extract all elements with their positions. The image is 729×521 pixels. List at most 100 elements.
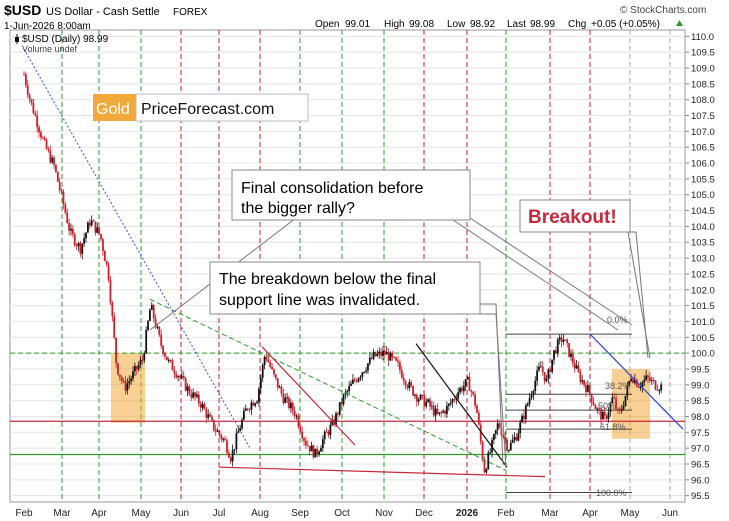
exchange-label: FOREX <box>173 7 208 18</box>
callout2-line2: support line was invalidated. <box>219 292 420 309</box>
symbol-name: US Dollar - Cash Settle <box>46 6 160 18</box>
candle-body <box>406 385 409 389</box>
candle-body <box>440 412 443 414</box>
candle-body <box>41 137 44 139</box>
candle-body <box>462 386 465 392</box>
candle-body <box>267 359 270 363</box>
candle-body <box>295 415 298 417</box>
x-tick-label: Jul <box>213 508 226 519</box>
candle-body <box>26 85 29 95</box>
candle-body <box>632 378 634 383</box>
candle-body <box>118 374 121 378</box>
breakout-label: Breakout! <box>528 207 617 228</box>
x-tick-label: Apr <box>91 508 107 519</box>
candle-body <box>103 251 106 261</box>
candle-body <box>423 395 426 407</box>
candle-body <box>321 439 324 449</box>
candle-body <box>650 379 653 382</box>
candle-body <box>145 330 148 354</box>
candle-body <box>652 379 655 381</box>
candle-body <box>115 337 117 364</box>
candle-body <box>468 376 471 391</box>
candle-body <box>252 402 255 406</box>
candle-body <box>586 385 589 393</box>
candle-body <box>521 415 523 423</box>
candle-body <box>220 434 223 440</box>
candle-body <box>209 414 211 417</box>
candle-body <box>49 150 52 163</box>
candle-body <box>68 223 71 231</box>
candle-body <box>408 382 411 389</box>
candle-body <box>139 359 142 366</box>
candle-body <box>506 439 508 451</box>
fib-50-label: 50% <box>598 401 616 411</box>
candle-body <box>628 380 631 386</box>
last-label: Last <box>507 19 526 30</box>
candle-body <box>62 191 65 205</box>
candle-body <box>397 360 399 363</box>
callout1-line2: the bigger rally? <box>241 200 355 217</box>
chg-label: Chg <box>568 19 586 30</box>
candle-body <box>58 181 61 190</box>
callout-breakdown-invalidated: The breakdown below the final support li… <box>209 261 507 469</box>
candle-body <box>515 437 518 441</box>
candle-body <box>278 386 281 388</box>
candle-body <box>141 359 144 361</box>
candle-body <box>124 381 127 391</box>
candle-body <box>246 408 249 410</box>
candle-body <box>438 412 441 414</box>
candle-body <box>504 436 507 440</box>
fib-38-label: 38.2% <box>605 381 631 391</box>
candle-body <box>624 395 627 406</box>
candle-body <box>87 222 89 233</box>
candle-body <box>556 339 559 353</box>
candle-body <box>562 339 565 342</box>
high-label: High <box>384 19 405 30</box>
candle-body <box>654 380 657 390</box>
candle-body <box>374 351 377 357</box>
candle-body <box>197 394 200 404</box>
last-value: 98.99 <box>530 19 555 30</box>
y-tick-label: 110.0 <box>691 32 714 43</box>
candle-body <box>156 326 159 328</box>
candle-body <box>391 352 394 357</box>
candle-body <box>94 221 97 233</box>
candle-body <box>85 232 87 239</box>
candle-body <box>399 362 401 370</box>
candle-body <box>464 379 467 387</box>
candle-body <box>241 419 243 429</box>
x-tick-label: Apr <box>582 508 598 519</box>
candle-body <box>596 408 599 410</box>
candle-body <box>297 415 300 427</box>
candle-body <box>476 405 478 413</box>
y-tick-label: 103.0 <box>691 254 715 265</box>
candle-body <box>137 365 140 370</box>
candle-body <box>51 157 54 163</box>
candle-body <box>457 392 460 399</box>
candle-body <box>53 157 55 165</box>
y-tick-label: 105.5 <box>691 174 715 185</box>
candle-body <box>459 387 461 393</box>
candle-body <box>532 391 535 396</box>
candle-body <box>98 227 101 235</box>
candle-body <box>312 445 315 458</box>
candle-body <box>323 431 326 440</box>
blue-resistance-line <box>589 333 684 430</box>
candle-body <box>32 102 35 114</box>
candlestick-series <box>23 71 663 474</box>
candle-body <box>449 402 452 404</box>
candle-body <box>432 405 435 416</box>
candle-body <box>64 204 67 213</box>
candle-body <box>329 424 332 435</box>
candle-body <box>227 452 230 458</box>
candle-body <box>641 382 644 388</box>
candle-body <box>551 359 554 372</box>
candle-body <box>147 320 149 331</box>
candle-body <box>603 411 606 416</box>
y-tick-label: 107.5 <box>691 111 715 122</box>
y-tick-label: 101.5 <box>691 301 715 312</box>
candle-body <box>626 385 629 396</box>
callout2-box <box>209 261 481 315</box>
candle-body <box>182 375 185 379</box>
candle-body <box>492 434 495 440</box>
